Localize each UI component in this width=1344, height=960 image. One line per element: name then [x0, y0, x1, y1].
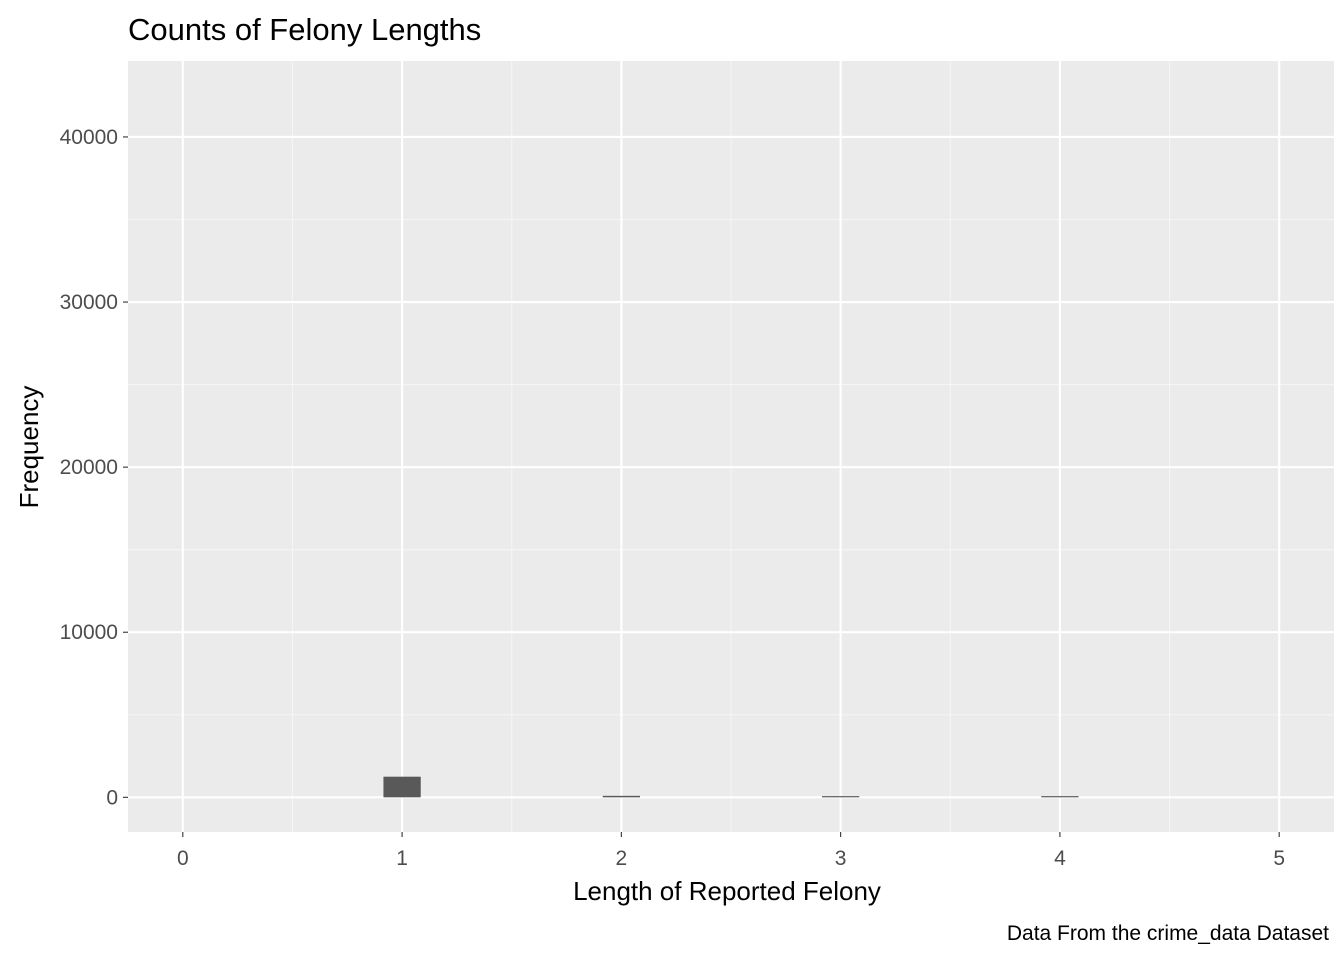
x-axis: 0 1 2 3 4 5: [177, 832, 1285, 870]
y-tick-label: 20000: [60, 456, 118, 479]
x-axis-title: Length of Reported Felony: [573, 876, 881, 906]
x-tick-label: 2: [616, 847, 628, 870]
bars: [383, 776, 1079, 798]
minor-gridlines: [128, 61, 1334, 832]
chart-title: Counts of Felony Lengths: [128, 12, 481, 47]
x-tick-label: 0: [177, 847, 189, 870]
y-axis-title: Frequency: [14, 386, 44, 509]
bar-length-2: [602, 795, 641, 798]
y-tick-label: 10000: [60, 621, 118, 644]
x-tick-label: 5: [1273, 847, 1285, 870]
x-tick-label: 1: [396, 847, 408, 870]
x-tick-label: 3: [835, 847, 847, 870]
y-tick-label: 0: [106, 786, 118, 809]
major-gridlines: [128, 61, 1334, 832]
bar-length-4: [1041, 796, 1079, 798]
y-tick-label: 30000: [60, 291, 118, 314]
chart-caption: Data From the crime_data Dataset: [1007, 922, 1329, 945]
bar-length-1: [383, 776, 421, 798]
bar-length-3: [821, 796, 860, 798]
x-tick-label: 4: [1054, 847, 1066, 870]
y-tick-label: 40000: [60, 126, 118, 149]
y-axis: 0 10000 20000 30000 40000: [60, 126, 128, 809]
